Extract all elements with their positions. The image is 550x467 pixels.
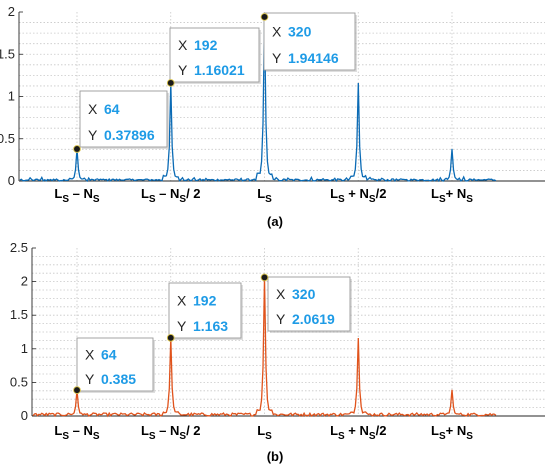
chart-a: 0 0.5 1 1.5 2 LS – NS LS – NS/ 2 LS LS + NS/2 LS+… (0, 4, 545, 229)
datatip[interactable]: X 320 Y 2.0619 (260, 273, 352, 333)
datatip-x-label: X (85, 347, 95, 363)
chart-caption: (a) (267, 214, 283, 229)
x-tick-label: LS (257, 423, 272, 442)
datatip[interactable]: X 192 Y 1.16021 (166, 27, 261, 87)
y-tick-label: 0.5 (0, 131, 15, 146)
datatip-y-value: 0.385 (101, 371, 136, 387)
datatip-y-label: Y (88, 127, 98, 143)
datatip[interactable]: X 192 Y 1.163 (166, 282, 243, 342)
y-tick-label: 0.5 (10, 374, 28, 389)
datatip-marker[interactable] (73, 386, 81, 394)
x-tick-label: LS – NS (54, 423, 99, 442)
y-tick-label: 0 (8, 173, 15, 188)
datatip-y-label: Y (276, 311, 286, 327)
datatip-y-label: Y (272, 50, 282, 66)
datatip-y-value: 1.163 (193, 318, 228, 334)
datatip-y-value: 2.0619 (292, 311, 335, 327)
datatip-x-label: X (88, 101, 98, 117)
datatip[interactable]: X 64 Y 0.37896 (73, 90, 169, 153)
datatip-x-label: X (272, 24, 282, 40)
datatip-y-label: Y (85, 371, 95, 387)
datatip-x-value: 64 (104, 101, 120, 117)
y-tick-label: 1 (21, 341, 28, 356)
datatip-box (168, 282, 242, 339)
x-tick-label: LS+ NS (431, 186, 473, 205)
datatip[interactable]: X 320 Y 1.94146 (260, 12, 357, 72)
datatip-marker[interactable] (73, 145, 81, 153)
datatip-marker[interactable] (166, 333, 175, 342)
datatip-x-value: 320 (288, 24, 312, 40)
y-tick-label: 2.5 (10, 240, 28, 255)
datatip-x-label: X (178, 37, 188, 53)
x-tick-label: LS (257, 186, 272, 205)
datatip-y-label: Y (178, 62, 188, 78)
datatip-marker[interactable] (260, 13, 269, 21)
datatip-x-label: X (276, 286, 286, 302)
datatip-y-value: 0.37896 (104, 127, 155, 143)
datatip-marker[interactable] (260, 273, 269, 282)
datatip-x-value: 64 (101, 347, 117, 363)
datatip-box (263, 12, 356, 71)
y-tick-label: 2 (21, 274, 28, 289)
datatip-y-label: Y (177, 318, 187, 334)
datatip-x-value: 320 (292, 286, 316, 302)
x-tick-label: LS + NS/2 (330, 423, 386, 442)
x-tick-label: LS + NS/2 (330, 186, 386, 205)
chart-b: 0 0.5 1 1.5 2 2.5 LS – NS LS – NS/ 2 LS LS + NS/2… (10, 240, 545, 464)
datatip-x-value: 192 (193, 293, 217, 309)
x-tick-label: LS+ NS (431, 423, 473, 442)
x-tick-label: LS – NS/ 2 (141, 423, 201, 442)
x-tick-label: LS – NS (54, 186, 99, 205)
datatip-box (76, 337, 154, 392)
datatip-box (79, 90, 168, 148)
series-line (19, 16, 497, 183)
y-tick-label: 1.5 (10, 307, 28, 322)
y-tick-label: 2 (8, 4, 15, 19)
datatip-box (267, 276, 351, 332)
y-tick-label: 0 (21, 408, 28, 423)
datatip-marker[interactable] (166, 79, 175, 87)
y-tick-label: 1.5 (0, 46, 15, 61)
chart-caption: (b) (267, 449, 284, 464)
x-tick-label: LS – NS/ 2 (141, 186, 201, 205)
datatip[interactable]: X 64 Y 0.385 (73, 337, 155, 394)
datatip-y-value: 1.94146 (288, 50, 339, 66)
datatip-y-value: 1.16021 (194, 62, 245, 78)
y-tick-label: 1 (8, 89, 15, 104)
datatip-box (169, 27, 260, 83)
datatip-x-value: 192 (194, 37, 218, 53)
datatip-x-label: X (177, 293, 187, 309)
